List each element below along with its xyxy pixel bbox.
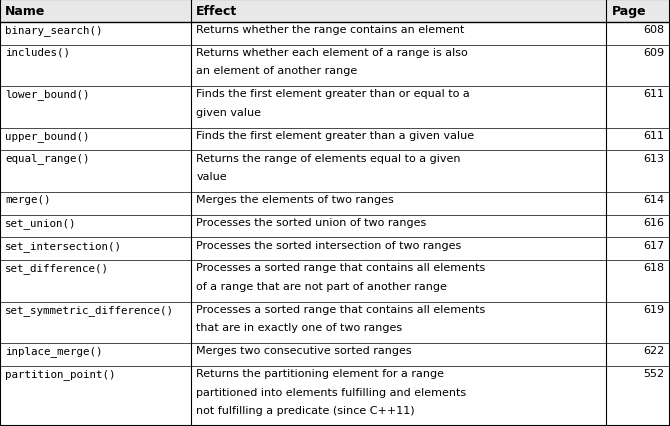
Text: 611: 611 [644, 89, 665, 99]
Text: inplace_merge(): inplace_merge() [5, 345, 103, 357]
Text: Returns the partitioning element for a range: Returns the partitioning element for a r… [196, 368, 444, 378]
Text: upper_bound(): upper_bound() [5, 130, 90, 141]
Text: given value: given value [196, 108, 261, 118]
Text: lower_bound(): lower_bound() [5, 89, 90, 100]
Text: partitioned into elements fulfilling and elements: partitioned into elements fulfilling and… [196, 387, 466, 397]
Text: Finds the first element greater than or equal to a: Finds the first element greater than or … [196, 89, 470, 99]
Text: 616: 616 [644, 217, 665, 227]
Text: set_intersection(): set_intersection() [5, 240, 123, 251]
Text: 622: 622 [643, 345, 665, 355]
Text: set_symmetric_difference(): set_symmetric_difference() [5, 304, 174, 315]
Text: equal_range(): equal_range() [5, 153, 90, 164]
Text: 611: 611 [644, 130, 665, 140]
Bar [0, 302, 670, 343]
Bar [0, 238, 670, 261]
Text: 619: 619 [643, 304, 665, 314]
Text: Finds the first element greater than a given value: Finds the first element greater than a g… [196, 130, 474, 140]
Bar [0, 23, 670, 46]
Text: Returns whether the range contains an element: Returns whether the range contains an el… [196, 25, 465, 35]
Bar [0, 193, 670, 215]
Bar [0, 261, 670, 302]
Bar [0, 366, 670, 426]
Text: of a range that are not part of another range: of a range that are not part of another … [196, 282, 447, 291]
Text: Processes a sorted range that contains all elements: Processes a sorted range that contains a… [196, 263, 486, 273]
Text: partition_point(): partition_point() [5, 368, 116, 379]
Text: Returns whether each element of a range is also: Returns whether each element of a range … [196, 48, 468, 58]
Bar [0, 151, 670, 193]
Text: Returns the range of elements equal to a given: Returns the range of elements equal to a… [196, 153, 461, 163]
Text: Processes the sorted intersection of two ranges: Processes the sorted intersection of two… [196, 240, 462, 250]
Text: 617: 617 [643, 240, 665, 250]
Text: set_difference(): set_difference() [5, 263, 109, 274]
Text: Merges the elements of two ranges: Merges the elements of two ranges [196, 195, 394, 204]
Text: Name: Name [5, 5, 46, 18]
Text: Processes a sorted range that contains all elements: Processes a sorted range that contains a… [196, 304, 486, 314]
Bar [0, 87, 670, 128]
Bar [0, 215, 670, 238]
Text: Page: Page [612, 5, 647, 18]
Bar [0, 128, 670, 151]
Text: Effect: Effect [196, 5, 238, 18]
Text: set_union(): set_union() [5, 217, 77, 228]
Text: that are in exactly one of two ranges: that are in exactly one of two ranges [196, 323, 403, 333]
Text: merge(): merge() [5, 195, 51, 204]
Text: 609: 609 [643, 48, 665, 58]
Text: Processes the sorted union of two ranges: Processes the sorted union of two ranges [196, 217, 427, 227]
Text: 613: 613 [644, 153, 665, 163]
Text: includes(): includes() [5, 48, 70, 58]
Text: binary_search(): binary_search() [5, 25, 103, 36]
Bar [0, 46, 670, 87]
Text: 608: 608 [643, 25, 665, 35]
Bar [0, 0, 670, 23]
Text: an element of another range: an element of another range [196, 66, 358, 76]
Text: value: value [196, 172, 227, 181]
Text: not fulfilling a predicate (since C++11): not fulfilling a predicate (since C++11) [196, 406, 415, 415]
Bar [0, 343, 670, 366]
Text: 552: 552 [643, 368, 665, 378]
Text: 614: 614 [643, 195, 665, 204]
Text: 618: 618 [643, 263, 665, 273]
Text: Merges two consecutive sorted ranges: Merges two consecutive sorted ranges [196, 345, 412, 355]
